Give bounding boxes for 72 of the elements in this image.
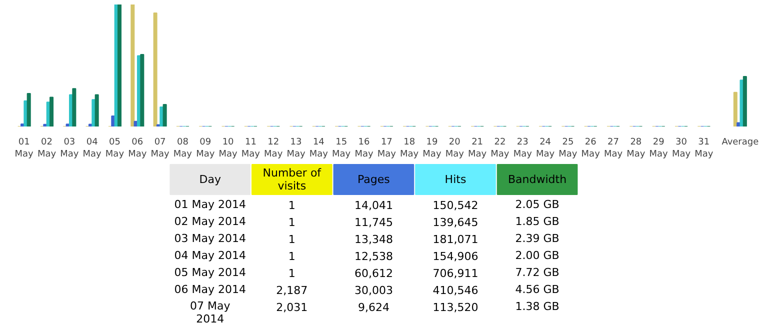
x-tick-label: Average	[722, 138, 760, 148]
x-tick-label: 16 May	[354, 138, 374, 160]
x-tick-label: 02 May	[37, 138, 57, 160]
text: 60,612	[354, 267, 393, 280]
text: 1	[288, 233, 296, 246]
x-tick-label: 05 May	[105, 138, 125, 160]
category-label: Bandwidth	[508, 173, 567, 186]
text: 1.38 GB	[515, 300, 560, 313]
text: 01 May 2014	[174, 198, 246, 211]
text: 02 May 2014	[174, 215, 246, 228]
text: 2.05 GB	[515, 198, 560, 211]
x-tick-label: 01 May	[14, 138, 34, 160]
text: 1	[288, 199, 296, 212]
text: 113,520	[432, 301, 478, 314]
x-tick-label: 31 May	[694, 138, 714, 160]
text: 154,906	[432, 250, 478, 263]
x-tick-label: 08 May	[173, 138, 193, 160]
x-tick-label: 19 May	[422, 138, 442, 160]
category-label: Hits	[444, 173, 466, 186]
x-tick-label: 18 May	[400, 138, 420, 160]
text: 2.39 GB	[515, 232, 560, 245]
text: 11,745	[354, 216, 393, 229]
text: 03 May 2014	[174, 232, 246, 245]
text: 181,071	[432, 233, 478, 246]
text: 07 May 2014	[190, 300, 231, 326]
text: 1	[288, 216, 296, 229]
category-label: Pages	[358, 173, 390, 186]
x-tick-label: 28 May	[626, 138, 646, 160]
text: 4.56 GB	[515, 283, 560, 296]
category-label: Number of visits	[262, 166, 322, 192]
text: 12,538	[354, 250, 393, 263]
x-tick-label: 11 May	[241, 138, 261, 160]
x-tick-label: 03 May	[60, 138, 80, 160]
text: 150,542	[432, 199, 478, 212]
x-tick-label: 04 May	[82, 138, 102, 160]
text: 7.72 GB	[515, 266, 560, 279]
text: 14,041	[354, 199, 393, 212]
x-tick-label: 22 May	[490, 138, 510, 160]
text: 9,624	[358, 301, 390, 314]
category-label: Day	[199, 173, 222, 186]
x-tick-label: 07 May	[150, 138, 170, 160]
x-tick-label: 24 May	[536, 138, 556, 160]
x-tick-label: 29 May	[649, 138, 669, 160]
text: 1	[288, 250, 296, 263]
x-tick-label: 13 May	[286, 138, 306, 160]
x-tick-label: 12 May	[264, 138, 284, 160]
x-tick-label: 26 May	[581, 138, 601, 160]
x-tick-label: 06 May	[128, 138, 148, 160]
text: 139,645	[432, 216, 478, 229]
text: 1	[288, 267, 296, 280]
x-tick-label: 21 May	[468, 138, 488, 160]
x-tick-label: 14 May	[309, 138, 329, 160]
x-tick-label: 15 May	[332, 138, 352, 160]
text: 410,546	[432, 284, 478, 297]
text: 05 May 2014	[174, 266, 246, 279]
text: 04 May 2014	[174, 249, 246, 262]
x-tick-label: 25 May	[558, 138, 578, 160]
x-tick-label: 30 May	[672, 138, 692, 160]
text: 2,031	[276, 301, 308, 314]
text: 706,911	[432, 267, 478, 280]
x-tick-label: 17 May	[377, 138, 397, 160]
x-tick-label: 27 May	[604, 138, 624, 160]
text: 1.85 GB	[515, 215, 560, 228]
x-tick-label: 23 May	[513, 138, 533, 160]
text: 30,003	[354, 284, 393, 297]
x-tick-label: 09 May	[196, 138, 216, 160]
text: 06 May 2014	[174, 283, 246, 296]
text: 2.00 GB	[515, 249, 560, 262]
text: 13,348	[354, 233, 393, 246]
text: 2,187	[276, 284, 308, 297]
x-tick-label: 20 May	[445, 138, 465, 160]
x-tick-label: 10 May	[218, 138, 238, 160]
